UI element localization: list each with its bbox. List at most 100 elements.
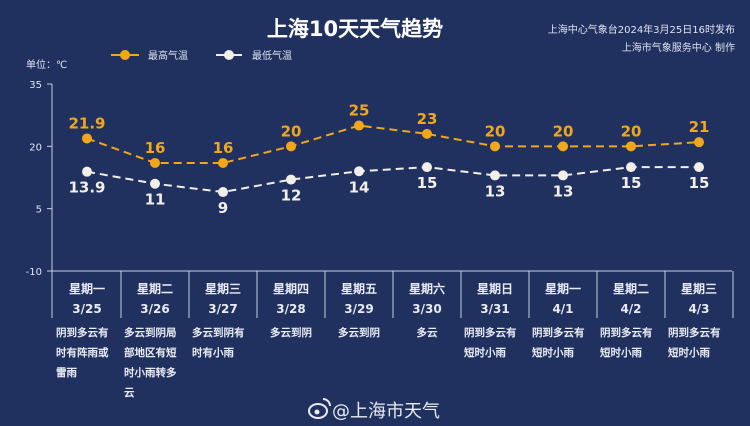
high-temp-label: 21 bbox=[689, 118, 710, 136]
weekday-label: 星期五 bbox=[341, 281, 377, 296]
date-label: 3/27 bbox=[208, 302, 237, 316]
unit-label: 单位：℃ bbox=[26, 58, 67, 71]
weekday-label: 星期六 bbox=[409, 281, 445, 296]
weather-description: 多云到阴局 bbox=[124, 326, 177, 339]
weibo-logo-icon bbox=[308, 398, 331, 419]
weekday-label: 星期一 bbox=[545, 281, 581, 296]
low-temp-point bbox=[354, 166, 364, 177]
weather-description: 多云到阴 bbox=[270, 326, 312, 339]
high-temp-point bbox=[286, 141, 296, 152]
high-temp-label: 20 bbox=[553, 122, 574, 140]
legend-high-label: 最高气温 bbox=[148, 49, 188, 62]
weather-description: 短时小雨 bbox=[532, 346, 574, 359]
low-temp-label: 13 bbox=[553, 182, 574, 200]
high-temp-point bbox=[150, 157, 160, 168]
low-temp-point bbox=[218, 187, 228, 198]
legend-low-label: 最低气温 bbox=[252, 49, 292, 62]
high-temp-point bbox=[626, 141, 636, 152]
date-label: 3/29 bbox=[344, 302, 373, 316]
high-temp-label: 25 bbox=[349, 102, 370, 120]
weather-description: 时有阵雨或 bbox=[56, 346, 109, 359]
high-temp-point bbox=[694, 137, 704, 148]
low-temp-point bbox=[694, 162, 704, 173]
weather-description: 多云到阴 bbox=[338, 326, 380, 339]
date-label: 3/28 bbox=[276, 302, 305, 316]
y-tick-label: 5 bbox=[36, 205, 42, 216]
high-temp-label: 20 bbox=[485, 122, 506, 140]
weather-description: 时有小雨 bbox=[192, 346, 234, 359]
weather-description: 阴到多云有 bbox=[464, 326, 517, 339]
weekday-label: 星期一 bbox=[69, 281, 105, 296]
low-temp-line bbox=[86, 166, 699, 194]
watermark: @上海市天气 bbox=[308, 398, 440, 422]
weather-description: 阴到多云有 bbox=[56, 326, 109, 339]
high-temp-label: 20 bbox=[281, 122, 302, 140]
low-temp-label: 12 bbox=[281, 187, 302, 205]
weather-description: 短时小雨 bbox=[464, 346, 506, 359]
legend: 最高气温 最低气温 bbox=[111, 49, 292, 62]
legend-high-marker bbox=[120, 50, 130, 60]
weather-description: 短时小雨 bbox=[600, 346, 642, 359]
weekday-label: 星期二 bbox=[137, 281, 173, 296]
high-temp-point bbox=[490, 141, 500, 152]
low-temp-point bbox=[626, 162, 636, 173]
weekday-label: 星期四 bbox=[273, 281, 309, 296]
watermark-text: @上海市天气 bbox=[332, 401, 440, 422]
high-temp-point bbox=[558, 141, 568, 152]
high-temp-label: 21.9 bbox=[68, 114, 105, 132]
date-label: 3/25 bbox=[72, 302, 101, 316]
weather-description: 多云 bbox=[417, 326, 438, 339]
weekday-label: 星期二 bbox=[613, 281, 649, 296]
low-temp-label: 13 bbox=[485, 182, 506, 200]
high-temp-line bbox=[86, 124, 700, 164]
date-label: 3/26 bbox=[140, 302, 169, 316]
date-label: 4/2 bbox=[620, 302, 641, 316]
high-temp-point bbox=[82, 133, 92, 144]
low-temp-point bbox=[150, 178, 160, 189]
weather-description: 云 bbox=[124, 387, 135, 399]
high-temp-point bbox=[218, 157, 228, 168]
high-temp-label: 16 bbox=[145, 139, 166, 157]
issuer-text: 上海中心气象台2024年3月25日16时发布 bbox=[548, 23, 735, 36]
legend-low-marker bbox=[224, 50, 234, 60]
low-temp-label: 15 bbox=[689, 174, 710, 192]
low-temp-point bbox=[490, 170, 500, 181]
date-label: 4/1 bbox=[552, 302, 573, 316]
weather-description: 时小雨转多 bbox=[124, 366, 177, 379]
weather-description: 短时小雨 bbox=[668, 346, 710, 359]
low-temp-label: 15 bbox=[621, 174, 642, 192]
weather-description: 阴到多云有 bbox=[600, 326, 653, 339]
weekday-label: 星期日 bbox=[477, 281, 513, 296]
low-temp-label: 14 bbox=[349, 178, 370, 196]
low-temp-point bbox=[422, 162, 432, 173]
date-label: 4/3 bbox=[688, 302, 709, 316]
low-temp-label: 11 bbox=[145, 191, 166, 209]
low-temp-label: 13.9 bbox=[68, 179, 105, 197]
chart-title: 上海10天天气趋势 bbox=[267, 17, 443, 41]
date-label: 3/31 bbox=[480, 302, 509, 316]
weather-description: 阴到多云有 bbox=[668, 326, 721, 339]
high-temp-label: 16 bbox=[213, 139, 234, 157]
high-temp-label: 20 bbox=[621, 122, 642, 140]
weather-description: 部地区有短 bbox=[124, 346, 177, 359]
high-temp-point bbox=[422, 128, 432, 139]
date-label: 3/30 bbox=[412, 302, 441, 316]
high-temp-label: 23 bbox=[417, 110, 438, 128]
low-temp-point bbox=[82, 166, 92, 177]
y-tick-label: 35 bbox=[29, 80, 42, 91]
weather-description: 雷雨 bbox=[56, 367, 77, 379]
high-temp-point bbox=[354, 120, 364, 131]
low-temp-label: 15 bbox=[417, 174, 438, 192]
weather-description: 阴到多云有 bbox=[532, 326, 585, 339]
y-tick-label: 20 bbox=[29, 142, 42, 153]
weather-description: 多云到阴有 bbox=[192, 326, 245, 339]
weekday-label: 星期三 bbox=[205, 281, 241, 296]
y-tick-label: -10 bbox=[26, 267, 42, 278]
producer-text: 上海市气象服务中心 制作 bbox=[622, 41, 735, 54]
weekday-label: 星期三 bbox=[681, 281, 717, 296]
low-temp-point bbox=[558, 170, 568, 181]
low-temp-label: 9 bbox=[218, 199, 228, 217]
low-temp-point bbox=[286, 174, 296, 185]
